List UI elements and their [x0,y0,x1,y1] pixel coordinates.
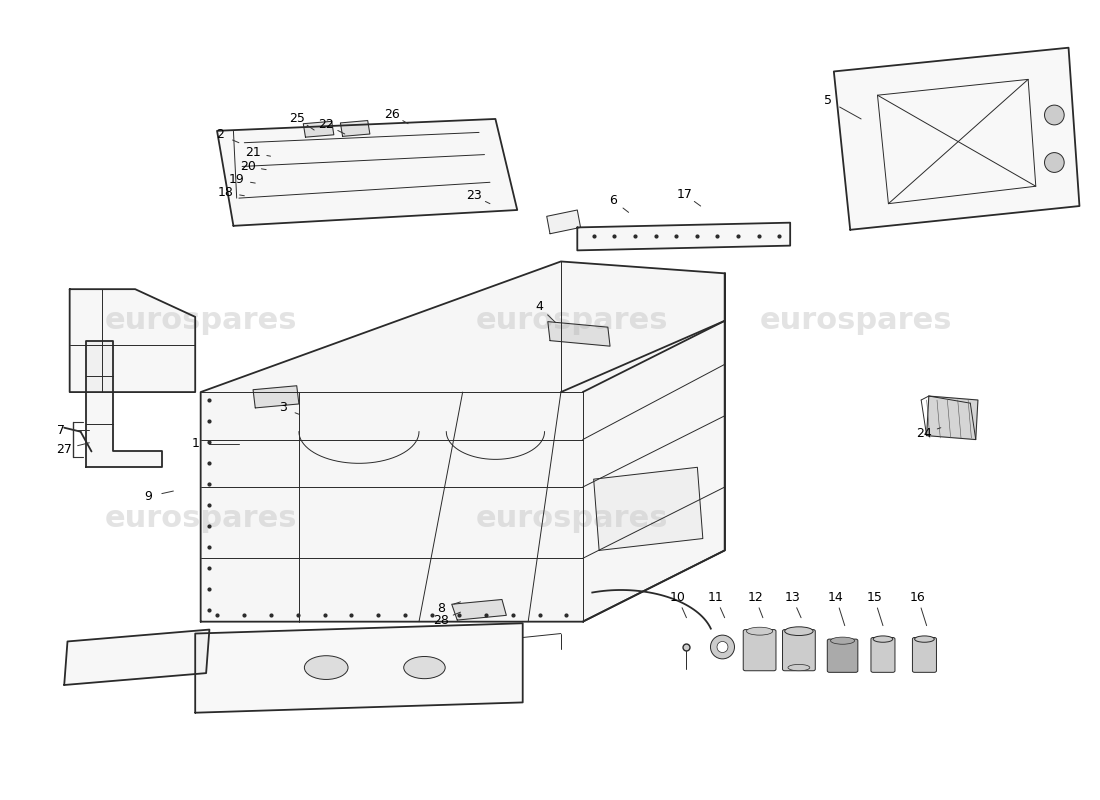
Ellipse shape [404,657,446,678]
Polygon shape [547,210,581,234]
Text: 23: 23 [465,190,482,202]
Text: eurospares: eurospares [759,306,952,335]
Text: eurospares: eurospares [104,306,297,335]
Text: 21: 21 [245,146,261,159]
Polygon shape [834,48,1079,230]
Text: 22: 22 [318,118,334,131]
Ellipse shape [717,642,728,653]
Polygon shape [452,599,506,620]
FancyBboxPatch shape [782,630,815,670]
FancyBboxPatch shape [827,639,858,672]
FancyBboxPatch shape [871,638,895,672]
Ellipse shape [914,636,934,642]
Polygon shape [69,289,195,392]
Text: 20: 20 [240,160,255,173]
Polygon shape [64,630,209,685]
Text: 27: 27 [56,442,73,455]
Ellipse shape [1045,153,1064,172]
Text: 19: 19 [229,174,244,186]
Text: 18: 18 [218,186,233,199]
Ellipse shape [305,656,348,679]
Text: 5: 5 [824,94,833,107]
Text: 13: 13 [784,591,800,605]
Ellipse shape [1045,105,1064,125]
Text: 4: 4 [535,300,543,313]
Text: 7: 7 [57,423,65,437]
Ellipse shape [784,627,813,635]
Text: eurospares: eurospares [475,306,668,335]
FancyBboxPatch shape [744,630,775,670]
Text: 17: 17 [676,188,692,201]
Polygon shape [195,623,522,713]
Text: 8: 8 [437,602,444,614]
Polygon shape [217,119,517,226]
Text: 24: 24 [916,426,933,440]
Polygon shape [200,262,725,622]
Text: eurospares: eurospares [104,504,297,534]
Polygon shape [304,122,334,137]
Polygon shape [926,396,978,439]
Text: 2: 2 [217,128,224,142]
Text: 28: 28 [433,614,449,626]
Text: 14: 14 [828,591,844,605]
Text: 25: 25 [289,112,305,125]
FancyBboxPatch shape [912,638,936,672]
Text: 3: 3 [278,402,286,414]
Ellipse shape [747,627,772,635]
Polygon shape [340,121,370,136]
Ellipse shape [873,636,893,642]
Text: 16: 16 [910,591,926,605]
Text: 6: 6 [609,194,617,207]
Ellipse shape [788,665,810,670]
Polygon shape [548,322,610,346]
Text: eurospares: eurospares [475,504,668,534]
Text: 9: 9 [144,490,152,503]
Text: 15: 15 [867,591,882,605]
Polygon shape [578,222,790,250]
Polygon shape [594,467,703,550]
Text: 12: 12 [747,591,763,605]
Text: 11: 11 [708,591,724,605]
Polygon shape [253,386,299,408]
Text: 26: 26 [384,108,399,121]
Polygon shape [86,341,163,467]
Text: 1: 1 [191,437,199,450]
Text: 10: 10 [670,591,685,605]
Ellipse shape [830,637,855,644]
Ellipse shape [711,635,735,659]
